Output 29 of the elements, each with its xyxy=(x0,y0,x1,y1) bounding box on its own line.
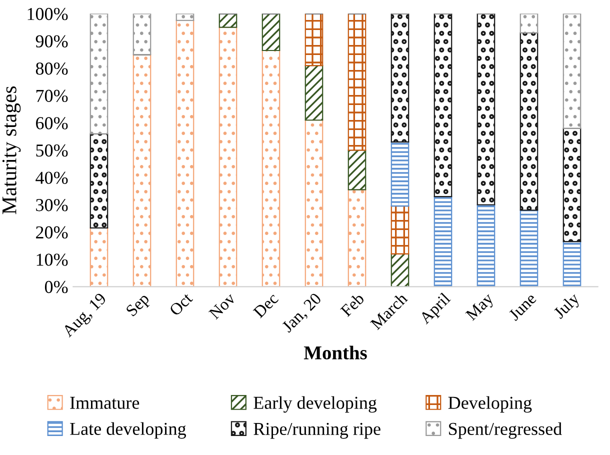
y-tick-label: 100% xyxy=(28,8,68,20)
y-tick-label: 70% xyxy=(36,90,68,102)
y-tick-label: 90% xyxy=(36,35,68,48)
x-tick-label: Jan, 20 xyxy=(281,292,324,335)
y-tick-label: 80% xyxy=(36,62,68,75)
legend-label: Ripe/running ripe xyxy=(254,422,380,439)
x-axis-title: Months xyxy=(304,346,367,360)
y-tick-label: 50% xyxy=(36,144,68,157)
legend-label: Early developing xyxy=(254,396,377,413)
x-tick-label: Sep xyxy=(125,292,152,320)
y-tick-label: 20% xyxy=(36,226,68,239)
x-tick-label: Aug, 19 xyxy=(61,292,110,340)
y-tick-label: 10% xyxy=(36,254,68,266)
x-tick-label: May xyxy=(465,292,497,324)
y-axis-title: Maturity stages xyxy=(2,86,21,214)
y-tick-label: 60% xyxy=(36,117,68,130)
x-tick-label: June xyxy=(508,292,537,322)
y-tick-label: 40% xyxy=(36,172,68,184)
x-tick-label: Dec xyxy=(252,292,279,318)
legend-label: Immature xyxy=(70,396,140,409)
legend-label: Developing xyxy=(448,396,532,413)
x-tick-label: Oct xyxy=(168,292,194,316)
x-tick-label: July xyxy=(552,292,583,322)
x-tick-label: Nov xyxy=(208,292,236,320)
legend-label: Spent/regressed xyxy=(449,422,562,439)
x-tick-label: Feb xyxy=(340,292,365,318)
y-tick-label: 0% xyxy=(44,280,68,294)
y-tick-label: 30% xyxy=(36,199,68,212)
legend-label: Late developing xyxy=(70,422,186,439)
